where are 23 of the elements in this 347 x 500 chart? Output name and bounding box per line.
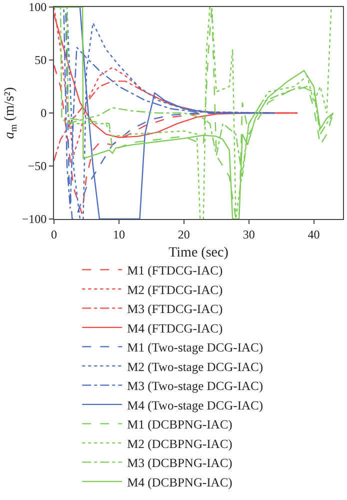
legend-label: M2 (FTDCG-IAC): [127, 282, 223, 297]
legend-label: M1 (FTDCG-IAC): [127, 264, 223, 278]
legend-label: M3 (FTDCG-IAC): [127, 302, 223, 316]
x-tick-label: 20: [178, 227, 190, 242]
legend-label: M2 (DCBPNG-IAC): [127, 436, 232, 451]
x-tick-label: 0: [51, 227, 57, 242]
legend-label: M3 (DCBPNG-IAC): [127, 456, 232, 470]
legend-label: M1 (Two-stage DCG-IAC): [127, 340, 264, 355]
x-tick-label: 40: [308, 227, 320, 242]
legend-label: M3 (Two-stage DCG-IAC): [127, 379, 264, 394]
y-tick-label: 50: [34, 53, 47, 68]
x-axis-title: Time (sec): [168, 246, 229, 261]
x-tick-label: 10: [112, 227, 125, 242]
y-tick-label: 0: [40, 106, 47, 120]
y-tick-label: −100: [22, 212, 47, 226]
y-tick-label: −50: [28, 159, 47, 174]
legend-label: M4 (FTDCG-IAC): [127, 321, 223, 336]
legend-label: M2 (Two-stage DCG-IAC): [127, 360, 264, 374]
x-tick-label: 30: [242, 227, 255, 242]
legend-label: M1 (DCBPNG-IAC): [127, 418, 232, 432]
y-tick-label: 100: [28, 0, 47, 14]
legend-label: M4 (DCBPNG-IAC): [127, 475, 232, 490]
legend-label: M4 (Two-stage DCG-IAC): [127, 398, 264, 412]
